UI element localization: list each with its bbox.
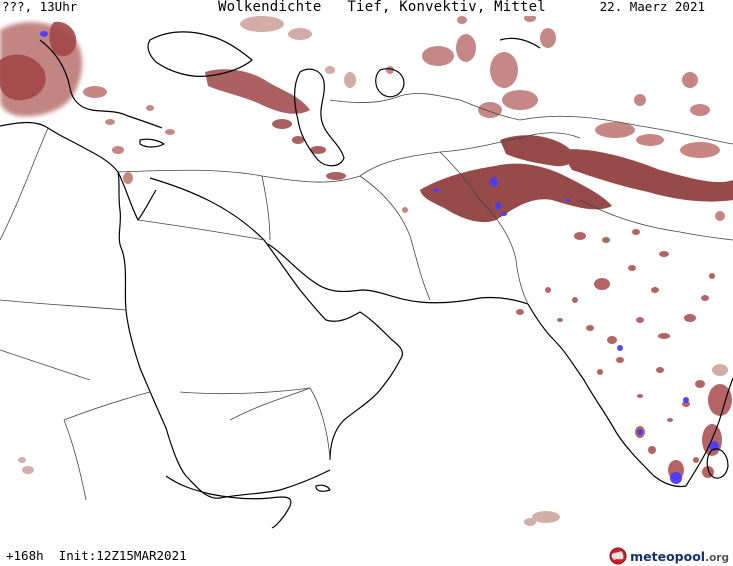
model-run-info: +168h Init:12Z15MAR2021: [6, 548, 187, 563]
cloud-area-anatolia: [83, 86, 175, 184]
cloud-area-central-asia: [386, 16, 556, 118]
convective-cells: [40, 31, 719, 484]
cloud-density-map: [0, 16, 733, 544]
logo-brand: meteopool: [630, 549, 705, 564]
logo-tld: .org: [705, 552, 729, 564]
logo-text: meteopool.org: [630, 549, 729, 564]
coastlines: [0, 32, 733, 528]
borders: [0, 93, 733, 500]
forecast-label: ???, 13Uhr: [2, 0, 77, 14]
map-title: Wolkendichte Tief, Konvektiv, Mittel: [218, 0, 546, 14]
cloud-area-india: [516, 229, 732, 480]
globe-logo-icon: [609, 547, 627, 565]
cloud-cover-layer: [0, 16, 733, 526]
meteopool-logo[interactable]: meteopool.org: [609, 546, 729, 566]
forecast-date: 22. Maerz 2021: [600, 0, 705, 14]
